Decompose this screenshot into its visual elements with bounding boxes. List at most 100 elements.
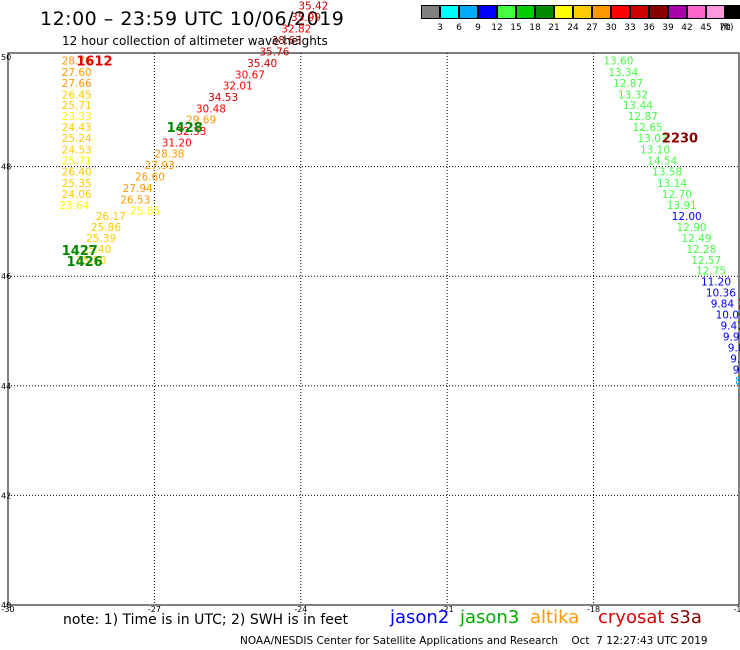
wave-height-value: 34.53 <box>208 92 238 104</box>
scale-swatch <box>459 5 478 19</box>
wave-height-value: 29.69 <box>186 114 216 126</box>
time-mark: 1428 <box>167 121 203 136</box>
scale-label: 21 <box>548 23 560 33</box>
footer-credit: NOAA/NESDIS Center for Satellite Applica… <box>240 635 708 647</box>
wave-height-value: 28.38 <box>154 148 184 160</box>
wave-height-value: 35.42 <box>298 0 328 12</box>
wave-height-value: 13.10 <box>640 145 670 157</box>
wave-height-value: 13.03 <box>638 133 668 145</box>
wave-height-value: 7. <box>738 386 740 398</box>
wave-height-value: 27.60 <box>62 67 92 79</box>
wave-height-value: 13.34 <box>608 67 638 79</box>
wave-height-value: 30.67 <box>235 70 265 82</box>
time-mark: 1612 <box>76 54 112 69</box>
wave-height-value: 13.32 <box>618 89 648 101</box>
scale-label: 39 <box>662 23 674 33</box>
wave-height-value: 8.4 <box>735 375 740 387</box>
wave-height-value: 14.54 <box>647 156 677 168</box>
wave-height-value: 30.48 <box>196 104 226 116</box>
wave-height-value: 12.28 <box>686 244 716 256</box>
lon-tick-label: -24 <box>294 605 307 614</box>
wave-height-value: 12.90 <box>677 222 707 234</box>
scale-label: 70 <box>719 23 731 33</box>
wave-height-value: 27.93 <box>145 160 175 172</box>
wave-height-value: 13.60 <box>603 55 633 67</box>
scale-unit: (ft) <box>720 23 734 33</box>
scale-label: 12 <box>491 23 503 33</box>
scale-label: 6 <box>456 23 462 33</box>
wave-height-value: 26.53 <box>120 194 150 206</box>
wave-height-value: 25.24 <box>62 133 92 145</box>
wave-height-value: 9.84 <box>711 299 735 311</box>
lon-tick-label: -21 <box>441 605 454 614</box>
wave-height-value: 12.49 <box>681 233 711 245</box>
wave-height-value: 9.47 <box>720 321 740 333</box>
wave-height-value: 10.00 <box>716 310 740 322</box>
scale-label: 24 <box>567 23 579 33</box>
scale-label: 33 <box>624 23 636 33</box>
wave-height-value: 25.85 <box>130 205 160 217</box>
wave-height-value: 25.50 <box>76 255 106 267</box>
wave-height-value: 9.91 <box>723 331 740 343</box>
scale-label: 15 <box>510 23 522 33</box>
wave-height-value: 35.76 <box>259 47 289 59</box>
wave-height-value: 12.57 <box>691 255 721 267</box>
time-mark: 2 <box>738 298 740 313</box>
legend-note: note: 1) Time is in UTC; 2) SWH is in fe… <box>63 612 349 628</box>
scale-label: 30 <box>605 23 617 33</box>
scale-swatch <box>554 5 573 19</box>
wave-height-value: 10.36 <box>706 288 736 300</box>
wave-height-value: 12.00 <box>672 211 702 223</box>
scale-label: 3 <box>437 23 443 33</box>
wave-height-value: 31.20 <box>162 137 192 149</box>
scale-swatch <box>668 5 687 19</box>
wave-height-value: 25.39 <box>86 233 116 245</box>
scale-label: 42 <box>681 23 693 33</box>
wave-height-value: 24.06 <box>62 189 92 201</box>
wave-height-value: 9.65 <box>728 342 740 354</box>
time-mark: 1427 <box>62 244 98 259</box>
lon-tick-label: -15 <box>733 605 740 614</box>
lat-tick-label: 42 <box>1 491 11 500</box>
page-subtitle: 12 hour collection of altimeter wave hei… <box>62 34 328 48</box>
wave-height-value: 24.43 <box>62 122 92 134</box>
scale-swatch <box>630 5 649 19</box>
scale-label: 36 <box>643 23 655 33</box>
scale-swatch <box>649 5 668 19</box>
scale-swatch <box>421 5 440 19</box>
wave-height-value: 13.91 <box>667 200 697 212</box>
wave-height-value: 27.66 <box>62 78 92 90</box>
wave-height-value: 24.53 <box>62 145 92 157</box>
scale-label: 18 <box>529 23 541 33</box>
lat-tick-label: 46 <box>1 272 11 281</box>
wave-height-value: 26.17 <box>96 211 126 223</box>
wave-height-value: 26.45 <box>62 89 92 101</box>
wave-height-value: 11.20 <box>701 277 731 289</box>
wave-height-value: 12.87 <box>613 78 643 90</box>
wave-height-value: 26.40 <box>62 167 92 179</box>
satellite-cryosat: cryosat <box>598 607 665 628</box>
wave-height-value: 9.68 <box>730 353 740 365</box>
scale-swatch <box>706 5 725 19</box>
lat-tick-label: 50 <box>1 53 11 62</box>
wave-height-value: 12.75 <box>696 266 726 278</box>
time-mark: 1426 <box>67 255 103 270</box>
scale-label: 27 <box>586 23 598 33</box>
wave-height-value: 38.63 <box>272 35 302 47</box>
wave-height-value: 13.58 <box>652 167 682 179</box>
wave-height-value: 12.65 <box>633 122 663 134</box>
satellite-s3a: s3a <box>670 607 702 628</box>
scale-swatch <box>573 5 592 19</box>
scale-swatch <box>497 5 516 19</box>
satellite-altika: altika <box>530 607 580 628</box>
wave-height-value: 32.33 <box>176 126 206 138</box>
scale-swatch <box>478 5 497 19</box>
scale-swatch <box>592 5 611 19</box>
lat-tick-label: 44 <box>1 382 11 391</box>
wave-height-value: 35.40 <box>247 58 277 70</box>
lat-tick-label: 40 <box>1 601 11 610</box>
scale-label: 45 <box>700 23 712 33</box>
time-mark: 2230 <box>662 132 698 147</box>
wave-height-value: 27.94 <box>123 183 153 195</box>
